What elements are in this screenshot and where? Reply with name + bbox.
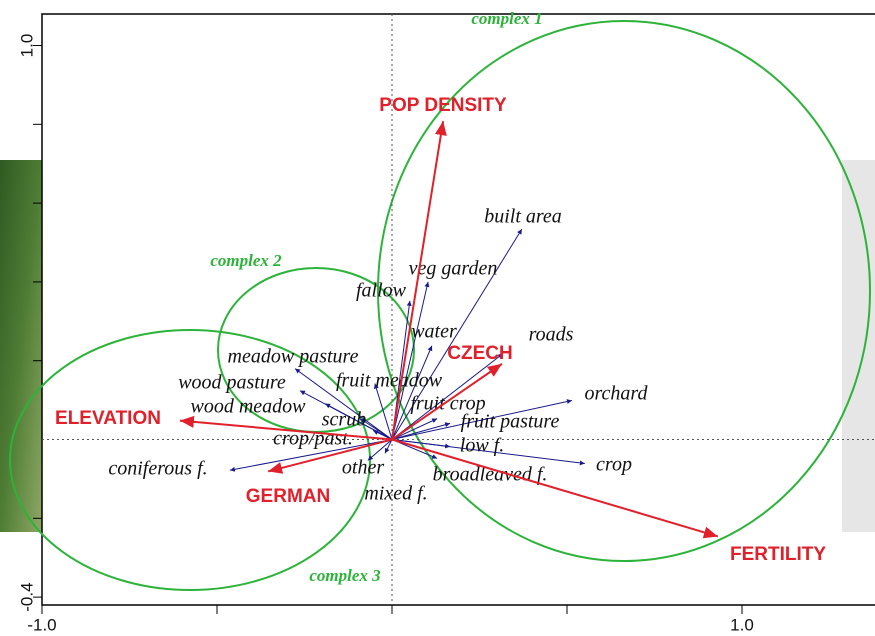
x-tick-label: -1.0: [27, 615, 56, 634]
species-label: broadleaved f.: [433, 464, 548, 486]
species-label: wood meadow: [191, 396, 307, 418]
species-label: meadow pasture: [228, 346, 359, 368]
background-photo: [0, 160, 42, 532]
group-ellipse: [377, 20, 871, 562]
species-label: scrub: [322, 409, 366, 431]
species-label: fruit crop: [410, 393, 485, 415]
species-label: crop/past.: [273, 428, 353, 450]
species-label: other: [342, 457, 384, 479]
species-label: wood pasture: [178, 372, 286, 394]
species-arrow: [229, 439, 393, 472]
env-label: POP DENSITY: [379, 95, 507, 116]
species-arrow: [391, 281, 430, 440]
group-label: complex 2: [210, 251, 282, 270]
species-arrow: [391, 418, 438, 440]
env-arrow: [267, 438, 393, 474]
y-tick-label: -0.4: [17, 582, 36, 611]
species-label: roads: [529, 324, 574, 346]
species-arrow: [324, 403, 393, 440]
background-shadow: [842, 160, 875, 532]
species-arrow: [391, 439, 585, 466]
group-label: complex 3: [309, 566, 381, 585]
env-arrow: [391, 363, 503, 441]
species-label: water: [411, 321, 457, 343]
group-label: complex 1: [471, 9, 542, 28]
species-arrow: [367, 439, 393, 461]
y-tick-label: 1.0: [17, 34, 36, 58]
env-arrow: [179, 415, 393, 441]
species-label: fruit pasture: [461, 411, 560, 433]
species-arrow: [372, 430, 393, 440]
species-label: coniferous f.: [108, 458, 207, 480]
env-arrow: [391, 438, 719, 539]
species-label: orchard: [585, 383, 649, 405]
species-label: crop: [596, 454, 632, 476]
species-label: mixed f.: [364, 483, 427, 505]
species-label: low f.: [460, 435, 504, 457]
species-arrow: [391, 399, 573, 441]
species-arrow: [359, 418, 393, 440]
x-tick-label: 1.0: [730, 615, 754, 634]
env-arrow: [391, 121, 447, 440]
env-label: GERMAN: [246, 486, 330, 507]
species-label: fruit meadow: [336, 370, 443, 392]
species-arrow: [391, 228, 523, 440]
plot-layer: complex 1 complex 2 complex 3 -1.0 1.0 -0.4 1.…: [9, 9, 875, 634]
species-arrow: [294, 368, 393, 440]
env-label: FERTILITY: [730, 544, 826, 565]
species-arrow: [391, 353, 504, 440]
env-label: CZECH: [447, 343, 512, 364]
species-arrow: [391, 422, 451, 441]
species-label: fallow: [356, 280, 407, 302]
species-arrow: [384, 439, 393, 454]
species-label: veg garden: [409, 258, 498, 280]
species-label: built area: [484, 206, 562, 228]
species-arrow: [391, 345, 433, 440]
species-arrow: [373, 383, 393, 440]
plot-frame: [41, 13, 875, 606]
env-label: ELEVATION: [55, 408, 161, 429]
